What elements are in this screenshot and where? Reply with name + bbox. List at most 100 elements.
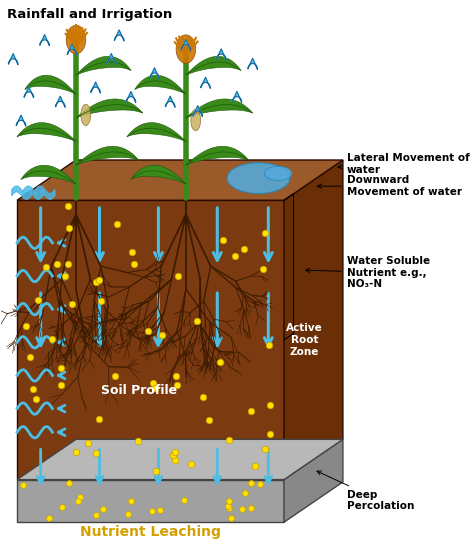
Text: Downward
Movement of water: Downward Movement of water [317,176,462,197]
Text: Nutrient Leaching: Nutrient Leaching [80,524,221,539]
Point [205,415,213,424]
Text: Deep
Percolation: Deep Percolation [317,471,414,511]
Point [156,506,164,514]
Text: Lateral Movement of
water: Lateral Movement of water [338,153,470,175]
Polygon shape [284,439,343,522]
Point [57,363,65,372]
Point [180,496,188,505]
Point [262,444,269,453]
Polygon shape [17,123,76,141]
Point [231,252,239,261]
Polygon shape [55,96,65,107]
Polygon shape [114,30,124,41]
Ellipse shape [227,163,290,194]
Point [148,506,156,515]
Point [240,245,247,253]
Polygon shape [186,56,241,75]
Point [170,451,177,460]
Point [96,275,103,284]
Point [95,415,103,423]
Point [92,511,100,520]
Polygon shape [165,96,175,107]
Point [19,481,27,490]
Polygon shape [24,87,34,98]
Polygon shape [248,59,257,69]
Point [23,322,30,331]
Point [225,436,233,444]
Point [65,223,73,232]
Point [149,379,157,388]
Point [76,492,83,501]
Polygon shape [16,115,26,126]
Point [61,271,69,280]
Polygon shape [91,82,100,93]
Polygon shape [17,200,284,480]
Polygon shape [201,77,210,88]
Point [145,327,152,336]
Polygon shape [76,99,143,118]
Polygon shape [150,68,159,79]
Point [241,489,249,497]
Point [49,335,56,344]
Point [225,503,233,512]
Point [266,430,274,439]
Point [158,331,165,339]
Point [72,448,80,457]
Polygon shape [186,146,249,165]
Point [26,353,34,362]
Point [69,300,76,309]
Point [135,437,142,445]
Point [247,479,255,488]
Point [97,296,105,305]
Text: Rainfall and Irrigation: Rainfall and Irrigation [7,8,173,22]
Point [151,383,158,392]
Point [92,277,100,286]
Point [125,510,132,519]
Point [34,296,42,305]
Ellipse shape [191,109,201,131]
Polygon shape [21,165,76,184]
Point [64,201,72,210]
Polygon shape [193,105,202,116]
Point [188,460,195,469]
Polygon shape [9,54,18,65]
Point [238,505,246,514]
Point [53,260,61,269]
Polygon shape [126,92,136,102]
Polygon shape [232,92,242,102]
Point [219,235,227,244]
Text: Water Soluble
Nutrient e.g.,
NO₃-N: Water Soluble Nutrient e.g., NO₃-N [306,256,430,289]
Point [65,479,73,487]
Polygon shape [67,44,77,55]
Point [266,401,274,410]
Point [127,496,135,505]
Polygon shape [186,99,253,118]
Ellipse shape [66,25,86,54]
Point [152,466,160,475]
Point [171,456,179,465]
Ellipse shape [264,166,292,181]
Polygon shape [25,75,76,94]
Point [251,461,259,470]
Point [247,504,255,513]
Point [84,439,91,448]
Point [172,372,179,381]
Polygon shape [17,160,343,200]
Polygon shape [284,160,343,480]
Point [247,406,255,415]
Ellipse shape [81,104,91,125]
Polygon shape [107,54,116,65]
Polygon shape [181,39,191,50]
Point [32,395,40,404]
Point [99,505,107,513]
Point [193,317,201,326]
Point [42,263,50,272]
Point [199,392,207,401]
Point [130,260,138,269]
Polygon shape [76,146,139,165]
Point [224,502,231,511]
Point [46,514,53,523]
Point [173,380,181,389]
Text: Soil Profile: Soil Profile [100,384,177,397]
Point [59,503,66,512]
